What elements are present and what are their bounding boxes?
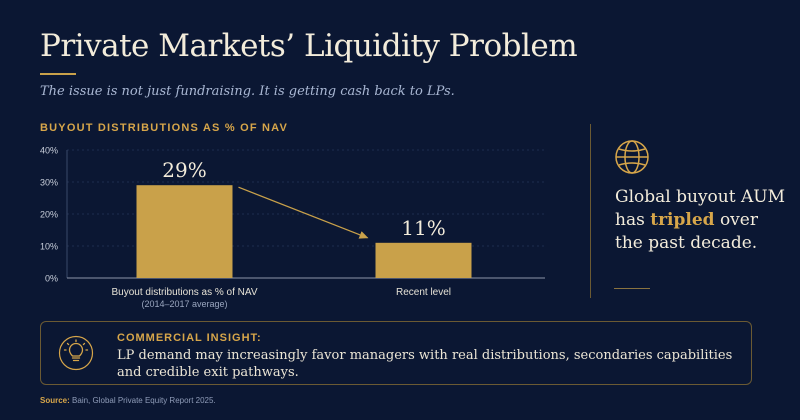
y-tick-label: 30% xyxy=(40,178,58,188)
aum-callout-text-2: over the past decade. xyxy=(615,210,758,253)
aum-callout-highlight: tripled xyxy=(650,210,715,230)
source-text: Bain, Global Private Equity Report 2025. xyxy=(72,396,216,405)
insight-text: LP demand may increasingly favor manager… xyxy=(117,348,733,380)
chart-heading: BUYOUT DISTRIBUTIONS AS % OF NAV xyxy=(40,122,289,134)
y-tick-label: 40% xyxy=(40,146,58,156)
lightbulb-icon xyxy=(58,335,94,371)
page-subtitle: The issue is not just fundraising. It is… xyxy=(40,84,455,99)
insight-box: COMMERCIAL INSIGHT: LP demand may increa… xyxy=(40,321,752,385)
page-title: Private Markets’ Liquidity Problem xyxy=(40,28,578,64)
title-underline xyxy=(40,73,76,75)
bar xyxy=(375,242,472,278)
vertical-divider xyxy=(590,124,591,298)
callout-underline xyxy=(614,288,650,289)
y-tick-label: 20% xyxy=(40,210,58,220)
bar-data-label: 29% xyxy=(162,158,206,182)
trend-arrow xyxy=(238,186,369,239)
x-category-sublabel: (2014–2017 average) xyxy=(141,299,227,309)
globe-icon xyxy=(615,140,649,174)
y-tick-label: 0% xyxy=(45,274,58,284)
x-category-label: Buyout distributions as % of NAV xyxy=(112,287,258,298)
bar-chart: 0% 10% 20% 30% 40% 29% Buyout distributions as… xyxy=(40,146,545,309)
x-category-label: Recent level xyxy=(396,287,451,298)
insight-label: COMMERCIAL INSIGHT: xyxy=(117,332,262,344)
source-note: Source: Bain, Global Private Equity Repo… xyxy=(40,396,216,405)
aum-callout-text-1: Global buyout AUM has xyxy=(615,187,785,230)
bar-data-label: 11% xyxy=(401,216,445,240)
bar xyxy=(136,185,233,278)
aum-callout: Global buyout AUM has tripled over the p… xyxy=(615,186,790,255)
source-label: Source: xyxy=(40,396,70,405)
y-tick-label: 10% xyxy=(40,242,58,252)
